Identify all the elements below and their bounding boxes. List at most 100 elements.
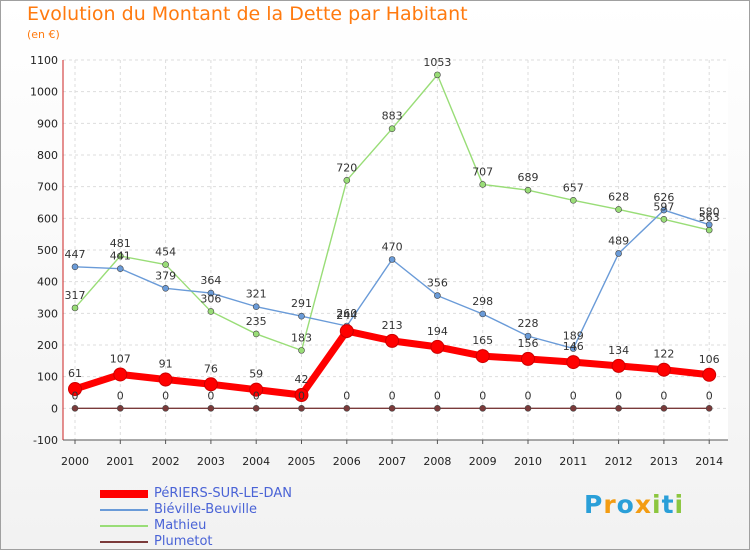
series-point-3 bbox=[298, 405, 305, 412]
legend-item-2: Mathieu bbox=[100, 518, 360, 534]
data-label-3: 0 bbox=[207, 389, 214, 402]
data-label-3: 0 bbox=[434, 389, 441, 402]
series-point-2 bbox=[569, 196, 577, 204]
data-label-1: 489 bbox=[608, 234, 629, 247]
data-label-0: 146 bbox=[563, 340, 584, 353]
logo-letter: o bbox=[616, 490, 635, 519]
series-point-0 bbox=[702, 367, 717, 382]
data-label-0: 91 bbox=[159, 358, 173, 371]
series-point-3 bbox=[434, 405, 441, 412]
data-label-3: 0 bbox=[660, 389, 667, 402]
data-label-2: 235 bbox=[246, 315, 267, 328]
series-point-0 bbox=[68, 382, 82, 397]
series-point-3 bbox=[479, 405, 487, 412]
data-label-0: 106 bbox=[699, 353, 720, 366]
series-point-3 bbox=[524, 405, 532, 412]
data-label-1: 379 bbox=[155, 269, 176, 282]
data-label-0: 59 bbox=[249, 368, 263, 381]
y-tick-label: 700 bbox=[37, 181, 58, 194]
series-point-3 bbox=[252, 405, 260, 412]
data-label-0: 156 bbox=[518, 337, 539, 350]
legend-item-0: PéRIERS-SUR-LE-DAN bbox=[100, 486, 360, 502]
series-point-3 bbox=[705, 405, 713, 412]
series-point-2 bbox=[117, 252, 124, 260]
series-point-0 bbox=[611, 358, 626, 373]
x-tick-label: 2000 bbox=[61, 455, 89, 468]
data-label-0: 194 bbox=[427, 325, 448, 338]
data-label-2: 689 bbox=[518, 171, 539, 184]
series-point-3 bbox=[569, 405, 577, 412]
x-tick-label: 2006 bbox=[333, 455, 361, 468]
series-point-2 bbox=[388, 125, 396, 133]
data-label-3: 0 bbox=[389, 389, 396, 402]
data-label-1: 321 bbox=[246, 288, 267, 301]
series-point-0 bbox=[249, 382, 264, 397]
series-point-1 bbox=[434, 292, 441, 299]
x-tick-label: 2007 bbox=[378, 455, 406, 468]
series-point-2 bbox=[162, 261, 169, 268]
x-tick-label: 2008 bbox=[423, 455, 451, 468]
data-label-2: 597 bbox=[653, 200, 674, 213]
x-tick-label: 2002 bbox=[152, 455, 180, 468]
data-label-3: 0 bbox=[253, 389, 260, 402]
proxiti-logo: Proxiti bbox=[584, 490, 684, 519]
series-point-2 bbox=[207, 308, 215, 315]
y-tick-label: 300 bbox=[37, 307, 58, 320]
x-tick-label: 2001 bbox=[106, 455, 134, 468]
data-label-2: 563 bbox=[699, 211, 720, 224]
data-label-2: 454 bbox=[155, 246, 176, 259]
legend-label-3: Plumetot bbox=[154, 534, 213, 549]
data-label-2: 657 bbox=[563, 181, 584, 194]
series-point-2 bbox=[434, 71, 441, 79]
data-label-1: 189 bbox=[563, 329, 584, 342]
data-label-1: 441 bbox=[110, 250, 131, 263]
legend-swatch-1 bbox=[100, 509, 148, 511]
legend-swatch-0 bbox=[100, 490, 148, 498]
logo-letter: x bbox=[634, 490, 652, 519]
data-label-3: 0 bbox=[72, 389, 79, 402]
y-tick-label: 900 bbox=[37, 117, 58, 130]
y-tick-label: 400 bbox=[37, 276, 58, 289]
series-point-0 bbox=[656, 362, 671, 377]
data-label-2: 1053 bbox=[423, 56, 451, 69]
series-point-0 bbox=[158, 372, 173, 387]
series-point-0 bbox=[475, 349, 490, 364]
x-tick-label: 2004 bbox=[242, 455, 270, 468]
data-label-2: 317 bbox=[65, 289, 86, 302]
series-point-2 bbox=[343, 177, 351, 184]
series-point-1 bbox=[660, 206, 668, 214]
logo-letter: i bbox=[652, 490, 662, 519]
series-point-1 bbox=[524, 332, 532, 340]
legend: PéRIERS-SUR-LE-DAN Biéville-Beuville Mat… bbox=[100, 486, 360, 550]
series-point-0 bbox=[521, 351, 535, 366]
series-point-1 bbox=[569, 345, 577, 352]
x-tick-label: 2010 bbox=[514, 455, 542, 468]
series-point-3 bbox=[207, 405, 215, 412]
y-tick-label: 1100 bbox=[30, 54, 58, 67]
data-label-3: 0 bbox=[706, 389, 713, 402]
data-label-0: 165 bbox=[472, 334, 493, 347]
data-label-3: 0 bbox=[343, 389, 350, 402]
y-tick-label: -100 bbox=[33, 434, 58, 447]
logo-letter: P bbox=[584, 490, 604, 519]
y-tick-label: 100 bbox=[37, 371, 58, 384]
logo-letter: t bbox=[661, 490, 675, 519]
legend-swatch-3 bbox=[100, 541, 148, 543]
data-label-2: 306 bbox=[200, 292, 221, 305]
series-point-0 bbox=[203, 377, 218, 392]
data-label-0: 42 bbox=[295, 373, 309, 386]
legend-item-1: Biéville-Beuville bbox=[100, 502, 360, 518]
series-point-3 bbox=[71, 405, 79, 412]
series-point-1 bbox=[117, 265, 124, 272]
series-point-1 bbox=[705, 221, 713, 228]
y-tick-label: 1000 bbox=[30, 86, 58, 99]
data-label-0: 107 bbox=[110, 352, 131, 365]
logo-letter: i bbox=[674, 490, 685, 519]
series-point-1 bbox=[162, 285, 169, 292]
series-point-3 bbox=[343, 405, 351, 412]
y-tick-label: 0 bbox=[51, 402, 58, 415]
data-label-2: 183 bbox=[291, 331, 312, 344]
x-tick-label: 2009 bbox=[469, 455, 497, 468]
logo-letter: r bbox=[603, 490, 617, 519]
